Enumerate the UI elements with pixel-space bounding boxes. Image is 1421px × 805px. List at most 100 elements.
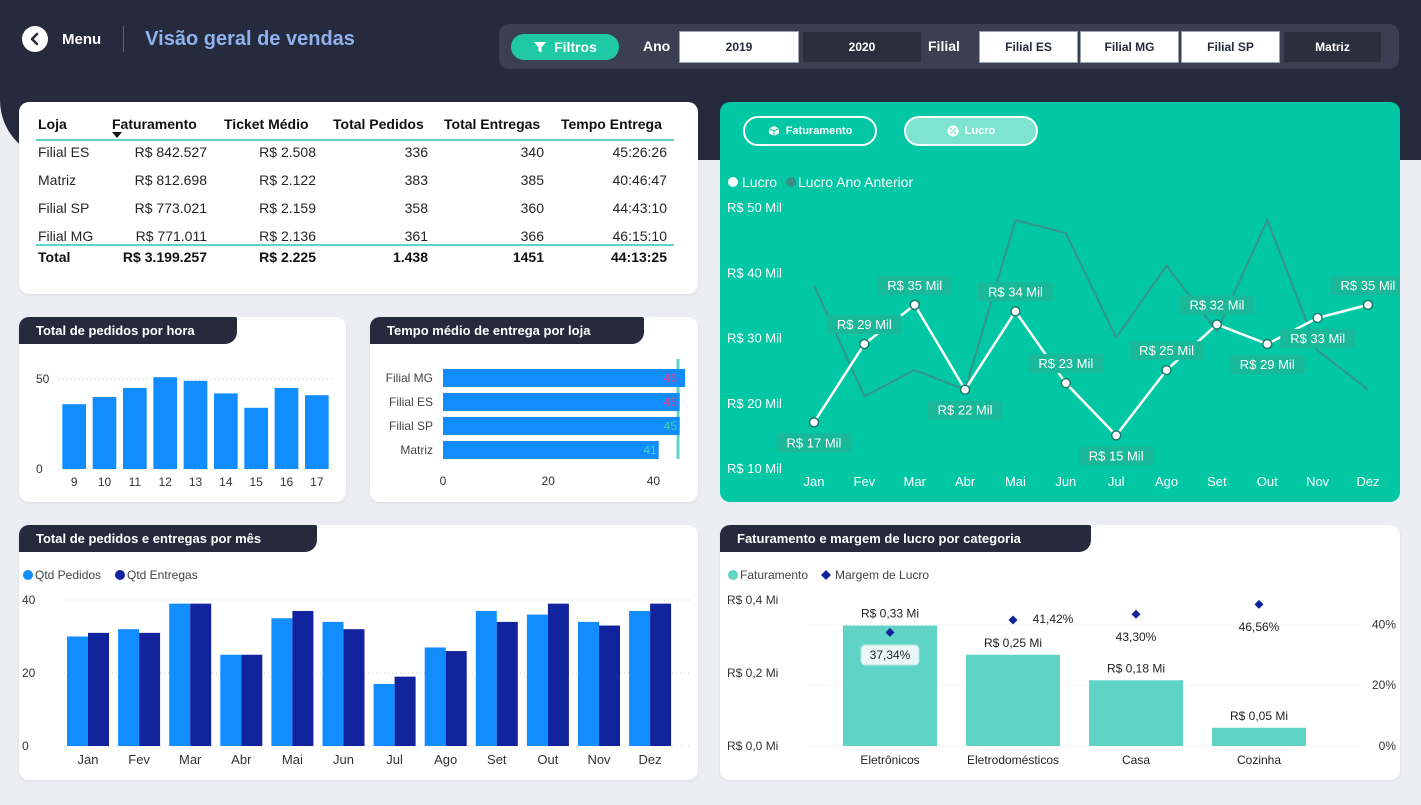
col-header-ticket[interactable]: Ticket Médio	[224, 116, 309, 132]
total-entregas: 1451	[512, 249, 544, 265]
legend-marker	[23, 570, 33, 580]
summary-table-card: Loja Faturamento Ticket Médio Total Pedi…	[19, 102, 698, 294]
data-label: 46	[664, 371, 678, 385]
x-tick-label: 40	[647, 474, 661, 488]
y2-tick-label: 40%	[1372, 617, 1396, 631]
margin-data-label: 43,30%	[1116, 630, 1157, 644]
filter-bar: Filtros Ano 2019 2020 Filial Filial ES F…	[499, 24, 1399, 69]
bar-data-label: R$ 0,05 Mi	[1230, 709, 1288, 723]
filters-button-label: Filtros	[554, 39, 597, 55]
margin-marker	[1131, 609, 1141, 619]
filial-option-mg[interactable]: Filial MG	[1080, 31, 1179, 63]
x-tick-label: Ago	[434, 752, 457, 767]
tab-lucro[interactable]: Lucro	[904, 116, 1038, 146]
bar	[445, 651, 467, 746]
x-tick-label: 12	[158, 475, 172, 489]
table-cell: 336	[404, 144, 428, 160]
bar	[526, 614, 548, 746]
filial-option-matriz[interactable]: Matriz	[1283, 31, 1382, 63]
year-option-2020[interactable]: 2020	[802, 31, 922, 63]
tab-faturamento[interactable]: Faturamento	[743, 116, 877, 146]
data-point	[1362, 299, 1374, 311]
y-tick-label: Matriz	[400, 443, 433, 457]
col-header-entregas[interactable]: Total Entregas	[444, 116, 541, 132]
legend-marker	[728, 177, 738, 187]
data-point	[1161, 364, 1172, 376]
data-label-bg	[1280, 328, 1356, 348]
y-tick-label: Filial ES	[389, 395, 433, 409]
pedidos-mes-title: Total de pedidos e entregas por mês	[19, 525, 317, 552]
chevron-left-icon	[30, 32, 39, 46]
pedidos-mes-card: Total de pedidos e entregas por mês Qtd …	[19, 525, 698, 780]
x-tick-label: Jul	[1108, 474, 1125, 489]
table-cell: 44:43:10	[612, 200, 668, 216]
table-cell: 46:15:10	[612, 228, 668, 244]
menu-label[interactable]: Menu	[62, 30, 102, 48]
bar	[183, 380, 208, 469]
filial-label: Filial	[928, 38, 960, 54]
data-label: R$ 17 Mil	[787, 435, 842, 450]
margin-marker	[885, 627, 895, 637]
series-line-lucro-ano-anterior	[813, 217, 1369, 398]
tab-faturamento-label: Faturamento	[785, 125, 853, 137]
bar	[443, 393, 680, 411]
table-cell: R$ 812.698	[134, 172, 207, 188]
table-cell: R$ 2.122	[259, 172, 316, 188]
bar	[475, 610, 497, 746]
data-label: R$ 29 Mil	[837, 317, 892, 332]
x-tick-label: 14	[219, 475, 233, 489]
legend-marker	[786, 177, 796, 187]
filial-option-es[interactable]: Filial ES	[979, 31, 1078, 63]
y-tick-label: R$ 0,4 Mi	[727, 593, 778, 607]
x-tick-label: Jan	[804, 474, 825, 489]
ano-label: Ano	[643, 38, 671, 54]
total-faturamento: R$ 3.199.257	[122, 249, 207, 265]
x-tick-label: 13	[189, 475, 203, 489]
year-option-2019[interactable]: 2019	[679, 31, 799, 63]
y-tick-label: 0	[36, 462, 43, 476]
x-tick-label: 0	[440, 474, 447, 488]
filters-button[interactable]: Filtros	[511, 34, 619, 60]
x-tick-label: 10	[98, 475, 112, 489]
back-button[interactable]	[22, 26, 48, 52]
bar	[305, 395, 329, 469]
legend-label: Lucro Ano Anterior	[798, 174, 914, 190]
bar	[244, 407, 268, 469]
data-label-bg	[1179, 295, 1255, 315]
y-tick-label: R$ 40 Mil	[727, 265, 782, 280]
total-divider	[36, 244, 674, 246]
data-label-bg	[978, 282, 1053, 302]
data-label-bg	[1028, 354, 1104, 374]
col-header-tempo[interactable]: Tempo Entrega	[561, 116, 662, 132]
table-cell: R$ 2.508	[259, 144, 316, 160]
col-header-loja[interactable]: Loja	[38, 116, 67, 132]
x-tick-label: Mai	[1005, 474, 1026, 489]
bar-data-label: R$ 0,25 Mi	[984, 636, 1042, 650]
categoria-title: Faturamento e margem de lucro por catego…	[720, 525, 1091, 552]
data-label: R$ 22 Mil	[938, 403, 993, 418]
table-cell: 45:26:26	[612, 144, 668, 160]
tab-lucro-label: Lucro	[964, 125, 996, 137]
data-label: R$ 35 Mil	[1341, 278, 1396, 293]
x-tick-label: 11	[129, 475, 142, 489]
data-label: R$ 29 Mil	[1240, 357, 1295, 372]
bar	[343, 629, 365, 746]
data-point	[859, 338, 870, 350]
y-tick-label: 20	[22, 666, 36, 680]
data-label: R$ 33 Mil	[1290, 331, 1345, 346]
tempo-entrega-title: Tempo médio de entrega por loja	[370, 317, 644, 344]
bar	[599, 625, 620, 746]
col-header-pedidos[interactable]: Total Pedidos	[333, 116, 424, 132]
x-tick-label: Fev	[854, 474, 876, 489]
bar	[424, 647, 446, 746]
y2-tick-label: 0%	[1379, 739, 1397, 753]
y-tick-label: R$ 30 Mil	[727, 331, 782, 346]
bar	[322, 621, 344, 746]
table-cell: 40:46:47	[612, 172, 668, 188]
col-header-faturamento[interactable]: Faturamento	[112, 116, 197, 132]
bar	[578, 621, 599, 746]
data-point	[1110, 430, 1122, 441]
filial-option-sp[interactable]: Filial SP	[1181, 31, 1280, 63]
table-cell: Filial SP	[38, 200, 90, 216]
table-cell: R$ 2.136	[259, 228, 316, 244]
